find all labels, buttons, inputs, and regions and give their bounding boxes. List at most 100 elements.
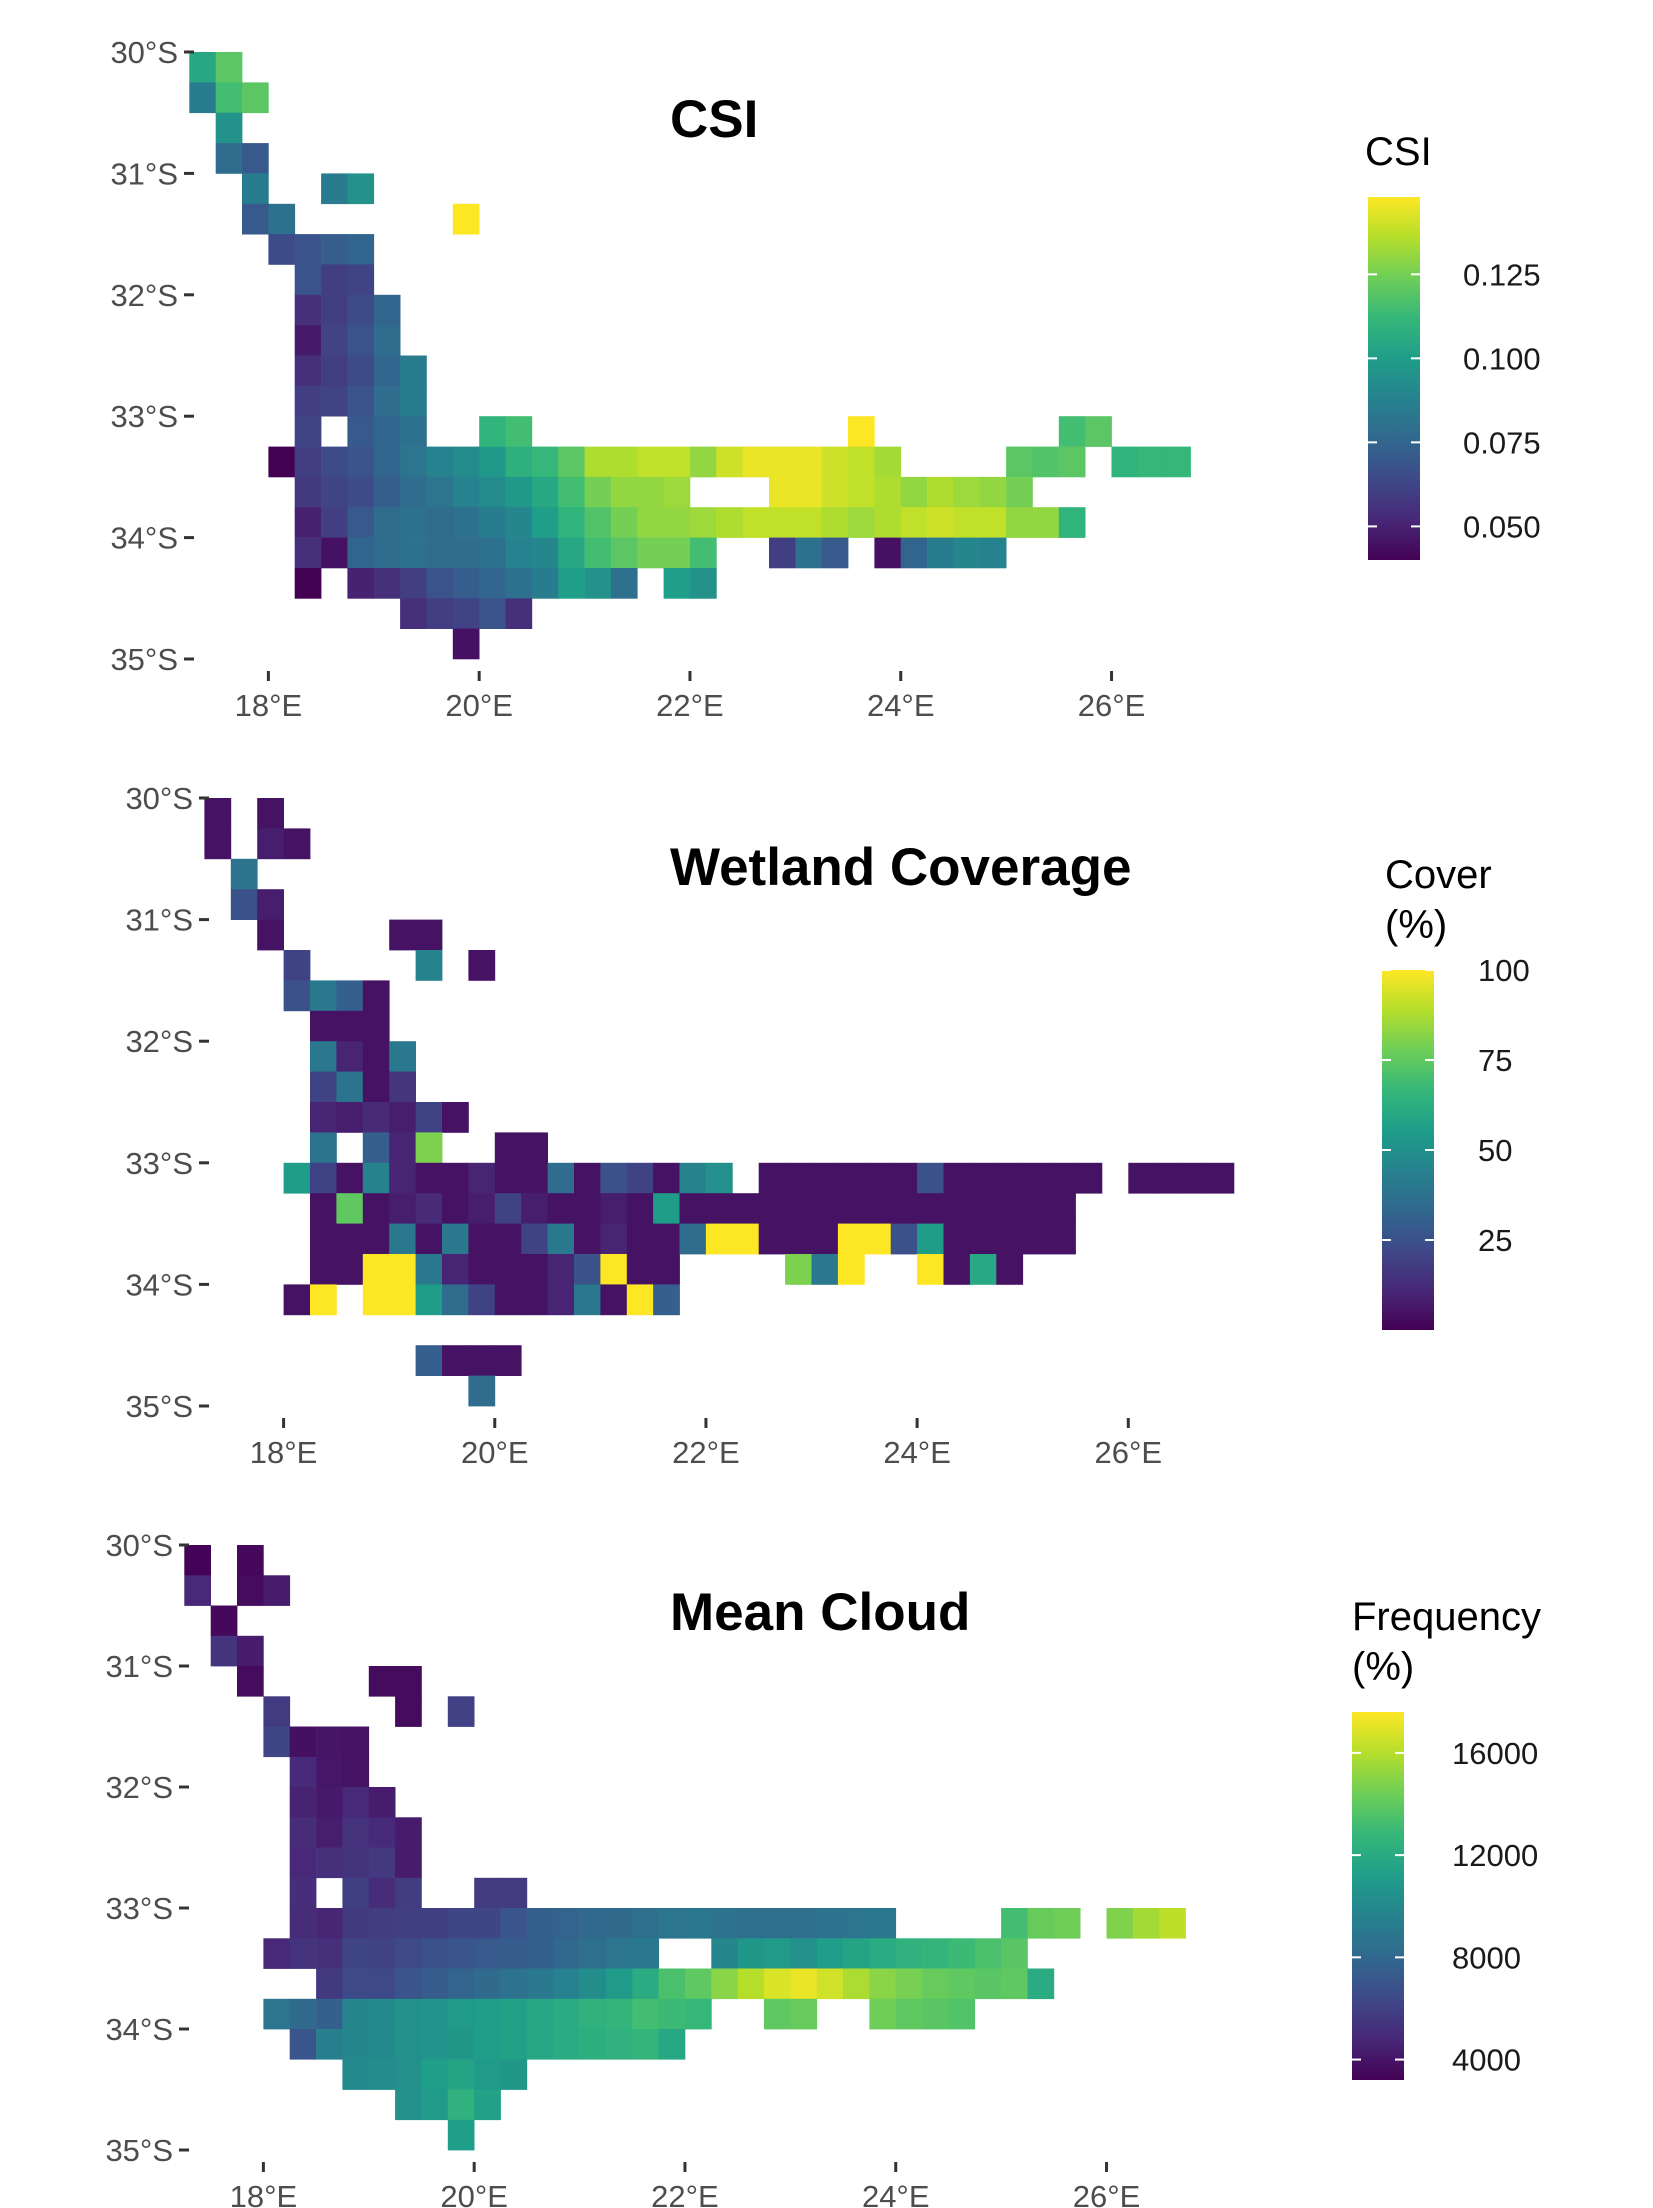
- heat-cell: [395, 2059, 422, 2090]
- heat-cell: [1058, 416, 1086, 447]
- heat-cell: [1053, 1908, 1081, 1939]
- heat-cell: [864, 1162, 892, 1194]
- heat-cell: [368, 1817, 396, 1848]
- heat-cell: [869, 1908, 897, 1939]
- heat-cell: [526, 1968, 554, 2000]
- heat-cell: [342, 1726, 370, 1758]
- heat-cell: [874, 476, 902, 508]
- heat-cell: [553, 1938, 580, 1969]
- heat-cell: [215, 52, 243, 83]
- heat-cell: [415, 1223, 443, 1255]
- heat-cell: [342, 1938, 370, 1969]
- heat-cell: [1075, 1162, 1103, 1194]
- heat-cell: [321, 325, 348, 356]
- heat-cell: [294, 234, 322, 265]
- heat-cell: [289, 1756, 317, 1788]
- heat-cell: [347, 385, 375, 417]
- heat-cell: [690, 507, 717, 538]
- heat-cell: [415, 1162, 443, 1194]
- heat-cell: [531, 446, 559, 478]
- heat-cell: [600, 1223, 628, 1255]
- heat-cell: [953, 476, 981, 508]
- heat-cell: [526, 1998, 554, 2030]
- heat-cell: [848, 507, 875, 538]
- heat-cell: [579, 1998, 607, 2030]
- heat-cell: [574, 1254, 601, 1285]
- heat-cell: [257, 798, 284, 829]
- heat-cell: [395, 1817, 422, 1848]
- heat-cell: [442, 1162, 469, 1194]
- heat-cell: [769, 537, 796, 569]
- heat-cell: [584, 507, 612, 538]
- heat-cell: [242, 143, 269, 174]
- x-tick-label: 20°E: [445, 688, 513, 723]
- heat-cell: [316, 1968, 343, 2000]
- heat-cell: [215, 82, 243, 114]
- heat-cell: [415, 1345, 443, 1376]
- heat-cell: [848, 476, 875, 508]
- heat-cell: [584, 446, 612, 478]
- heat-cell: [505, 537, 533, 569]
- heat-cell: [837, 1162, 865, 1194]
- heat-cell: [289, 1938, 317, 1969]
- heat-cell: [316, 1787, 343, 1818]
- heat-cell: [289, 2029, 317, 2060]
- heat-cell: [600, 1284, 628, 1316]
- y-tick-label: 31°S: [110, 156, 178, 191]
- heat-cell: [415, 1132, 443, 1164]
- heat-cell: [452, 537, 480, 569]
- heat-cell: [764, 1998, 791, 2030]
- heat-cell: [610, 476, 638, 508]
- heat-cell: [494, 1254, 522, 1285]
- heat-cell: [869, 1938, 897, 1969]
- heat-cell: [605, 1908, 633, 1939]
- heat-cell: [400, 507, 427, 538]
- heat-cell: [189, 52, 216, 83]
- heat-cell: [373, 294, 401, 326]
- heat-cell: [521, 1162, 548, 1194]
- heat-cell: [679, 1162, 707, 1194]
- heat-cell: [263, 1998, 291, 2030]
- heat-cell: [874, 537, 902, 569]
- heat-cell: [547, 1254, 575, 1285]
- heat-cell: [442, 1345, 469, 1376]
- heat-cell: [927, 537, 954, 569]
- heat-cell: [1106, 1908, 1134, 1939]
- heat-cell: [452, 476, 480, 508]
- heat-cell: [953, 507, 981, 538]
- heat-cell: [521, 1223, 548, 1255]
- heat-cell: [1137, 446, 1165, 478]
- heat-cell: [468, 1223, 496, 1255]
- heat-cell: [653, 1193, 680, 1224]
- heat-cell: [415, 950, 443, 981]
- heat-cell: [821, 507, 849, 538]
- heat-cell: [505, 476, 533, 508]
- heat-cell: [811, 1162, 839, 1194]
- heat-cell: [316, 1908, 343, 1939]
- heat-cell: [637, 446, 664, 478]
- heat-cell: [531, 476, 559, 508]
- heat-cell: [362, 980, 390, 1012]
- heat-cell: [1032, 446, 1060, 478]
- heat-cell: [816, 1968, 844, 2000]
- heat-cell: [342, 1877, 370, 1909]
- heat-cell: [336, 1102, 364, 1133]
- heat-cell: [732, 1223, 760, 1255]
- heat-cell: [821, 537, 849, 569]
- heat-cell: [242, 82, 269, 114]
- heat-cell: [373, 537, 401, 569]
- heat-cell: [758, 1223, 786, 1255]
- heat-cell: [500, 1908, 528, 1939]
- heat-cell: [316, 2029, 343, 2060]
- heat-cell: [263, 1938, 291, 1969]
- heat-cell: [663, 568, 691, 599]
- heat-cell: [494, 1223, 522, 1255]
- heat-cell: [395, 1908, 422, 1939]
- heat-cell: [400, 537, 427, 569]
- heat-cell: [574, 1284, 601, 1316]
- x-tick-label: 22°E: [656, 688, 724, 723]
- heat-cell: [289, 1877, 317, 1909]
- heat-cell: [526, 1908, 554, 1939]
- heat-cell: [289, 1787, 317, 1818]
- heat-cell: [922, 1998, 949, 2030]
